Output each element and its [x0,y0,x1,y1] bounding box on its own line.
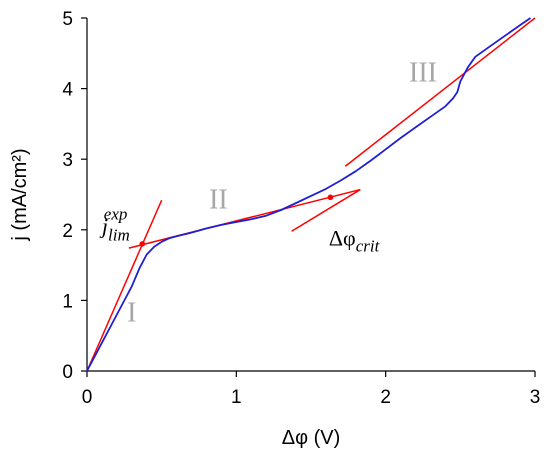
marked-point [139,241,146,247]
axes: 0 1 2 3 4 5 0 1 2 3 Δφ (V) j (mA/cm²) [9,9,540,449]
y-tick-label: 4 [62,80,73,101]
y-tick-label: 5 [62,9,73,30]
region-label: II [209,185,228,216]
x-axis-title: Δφ (V) [282,427,341,449]
x-tick-label: 1 [231,387,242,408]
marked-points [139,194,334,247]
y-axis-title: j (mA/cm²) [9,148,31,241]
x-tick-label: 0 [82,387,93,408]
marked-point [327,194,334,201]
fit-line [344,17,536,167]
dphi-crit-annotation: Δφcrit [329,225,381,255]
y-tick-label: 0 [62,362,73,383]
data-series [86,17,532,372]
fit-line [291,188,361,232]
y-tick-label: 2 [62,221,73,242]
y-tick-label: 1 [62,291,73,312]
fit-line [128,188,361,249]
jlim-annotation: jlimexp [99,204,130,244]
y-tick-label: 3 [62,150,73,171]
x-tick-label: 2 [380,387,391,408]
fit-lines [86,17,536,372]
region-label: I [127,298,136,329]
region-label: III [409,58,437,89]
fit-line [86,199,163,372]
x-tick-label: 3 [530,387,541,408]
series-line [86,17,532,372]
